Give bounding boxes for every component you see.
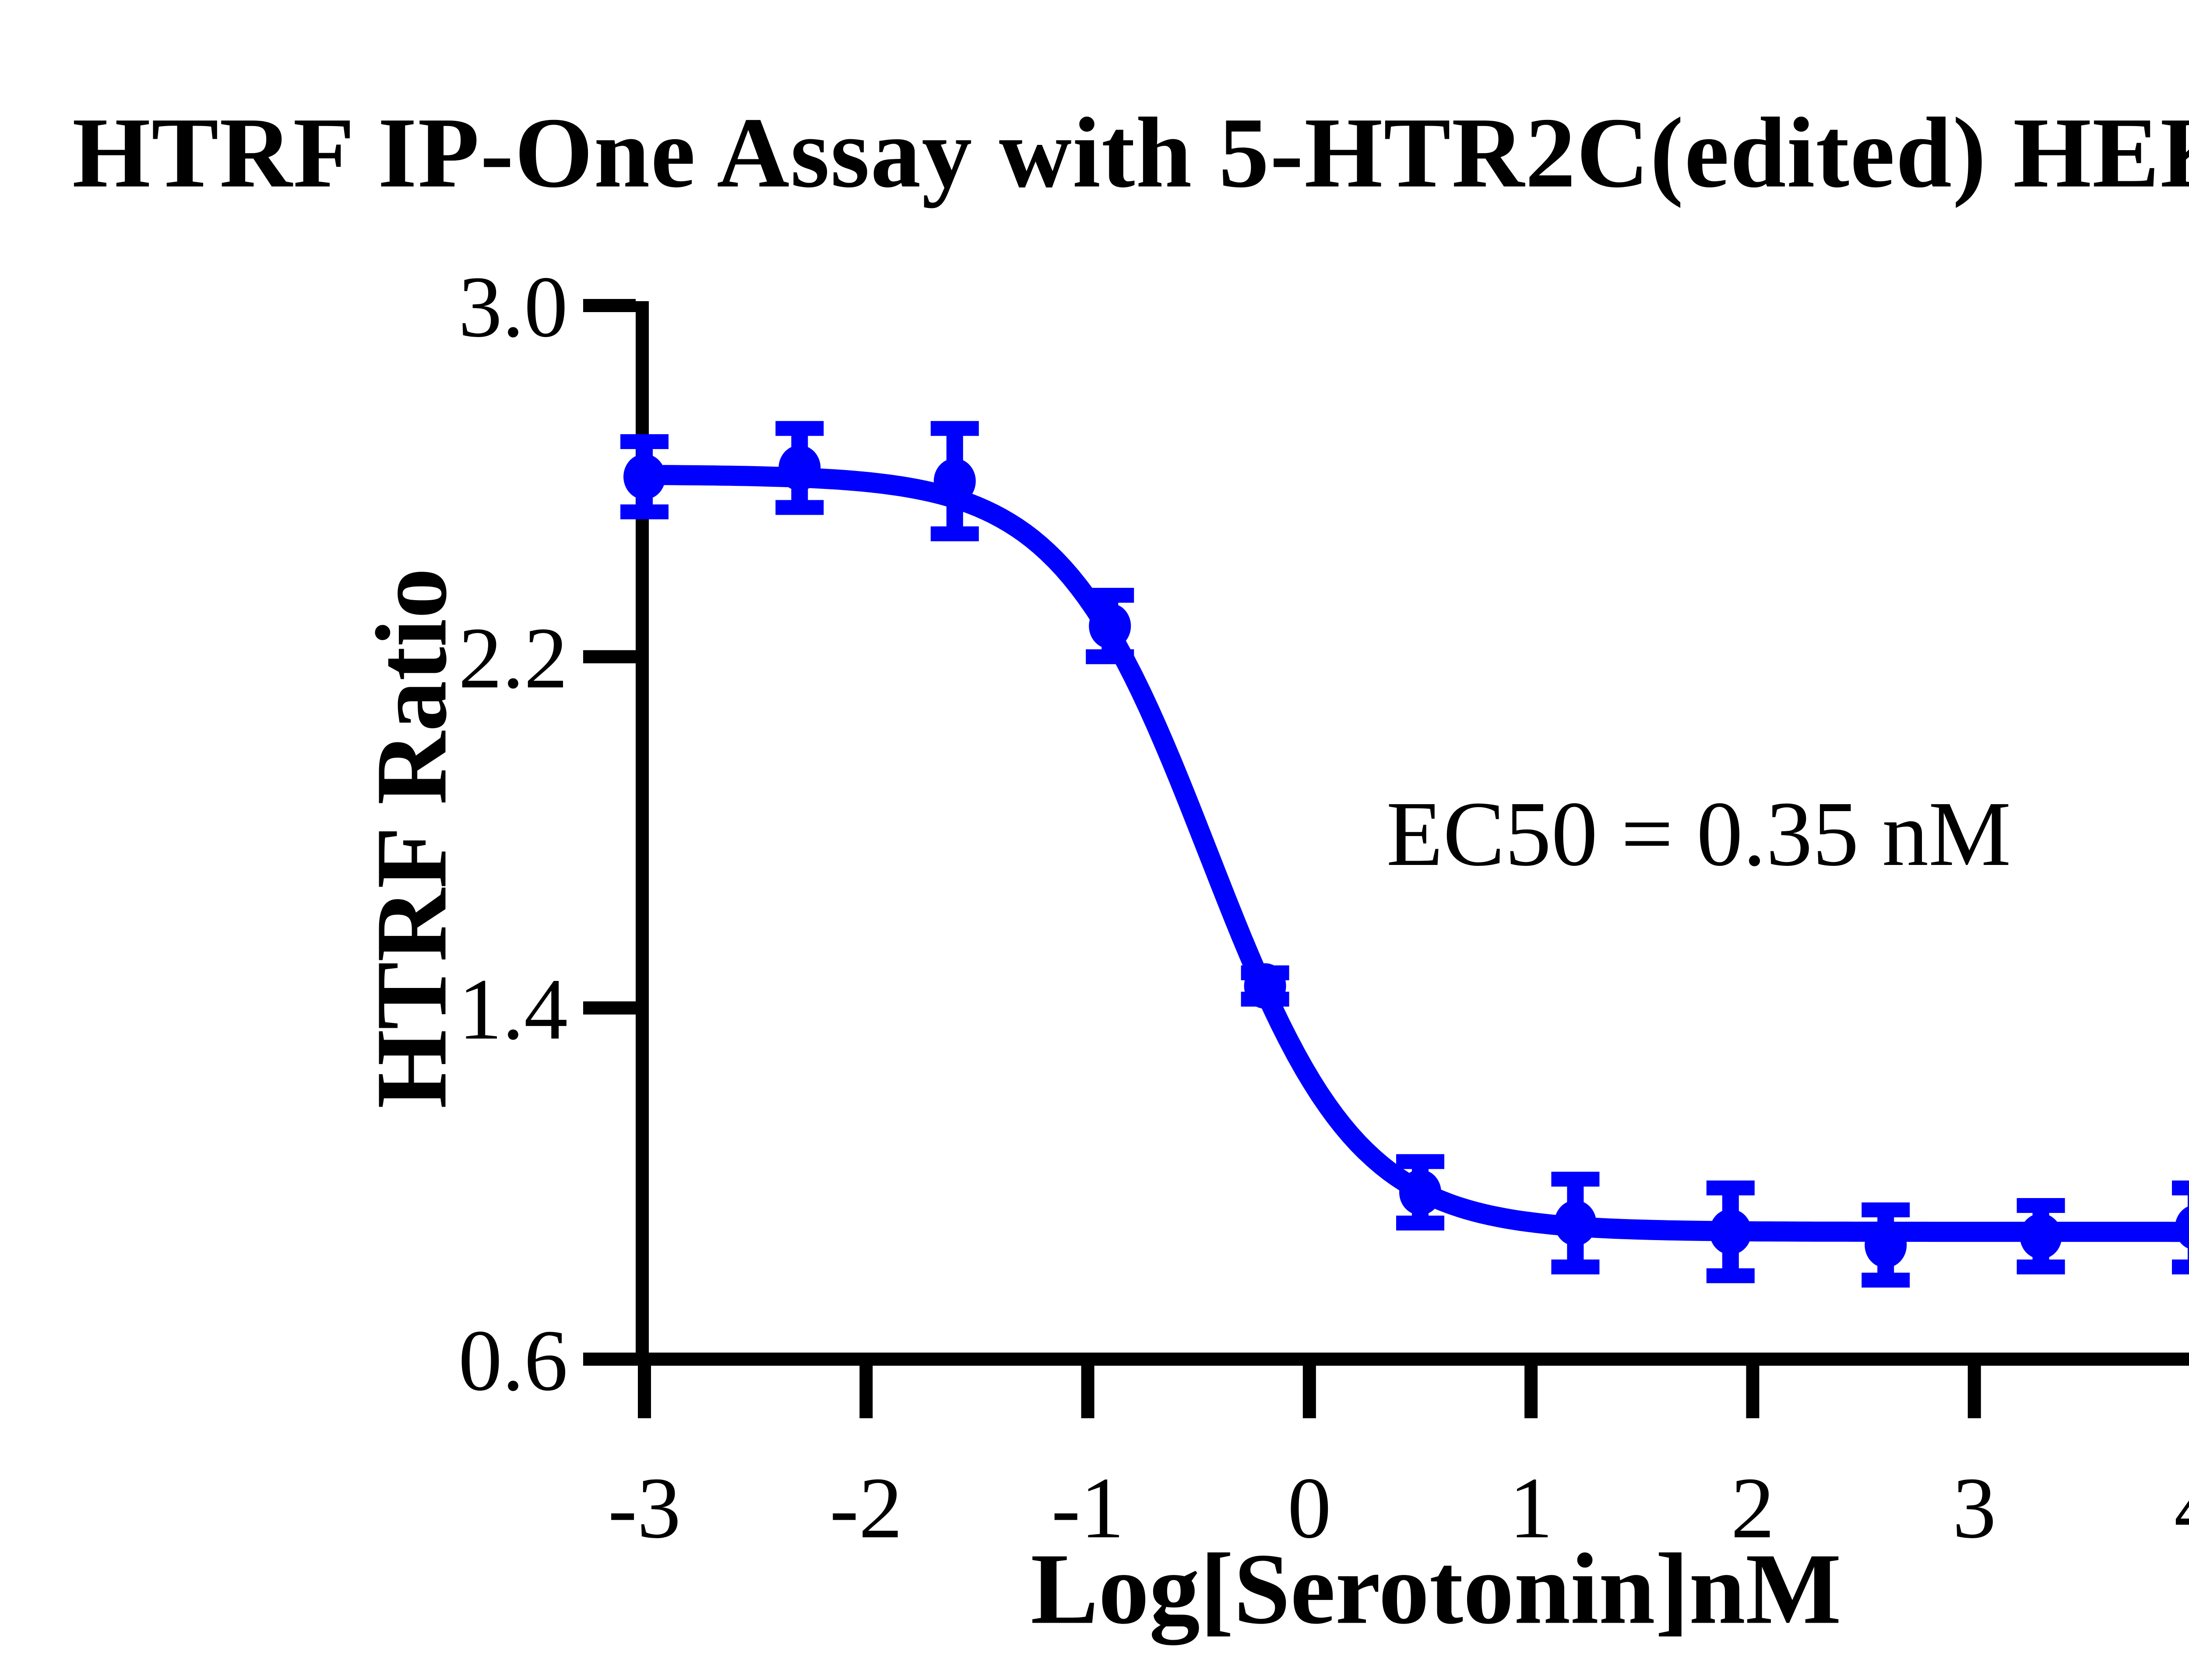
data-point bbox=[1244, 963, 1286, 1009]
data-point bbox=[1554, 1200, 1597, 1246]
x-tick-label: 1 bbox=[1509, 1460, 1553, 1557]
x-tick bbox=[1302, 1366, 1316, 1418]
error-bar-cap-bottom bbox=[620, 504, 669, 520]
error-bar-cap-bottom bbox=[1086, 649, 1134, 664]
data-point bbox=[778, 445, 821, 491]
x-tick-label: 2 bbox=[1731, 1460, 1774, 1557]
error-bar-cap-bottom bbox=[1706, 1268, 1755, 1283]
y-tick bbox=[583, 1353, 636, 1366]
error-bar-cap-bottom bbox=[930, 526, 979, 541]
x-tick bbox=[1746, 1366, 1760, 1418]
error-bar-cap-top bbox=[1706, 1180, 1755, 1195]
x-tick-label: 4 bbox=[2174, 1460, 2189, 1557]
chart-title: HTRF IP-One Assay with 5-HTR2C(edited) H… bbox=[72, 97, 2189, 208]
error-bar-cap-top bbox=[1086, 587, 1134, 603]
x-axis-title: Log[Serotonin]nM bbox=[1031, 1532, 1841, 1645]
data-point bbox=[1865, 1222, 1907, 1268]
x-tick-label: -1 bbox=[1051, 1460, 1124, 1557]
ec50-annotation: EC50 = 0.35 nM bbox=[1386, 782, 2011, 885]
error-bar-cap-bottom bbox=[1551, 1259, 1600, 1275]
error-bar-cap-top bbox=[2017, 1198, 2065, 1213]
x-tick-label: 3 bbox=[1953, 1460, 1996, 1557]
y-tick-label: 2.2 bbox=[458, 610, 568, 706]
data-point bbox=[2175, 1206, 2189, 1249]
data-point bbox=[2020, 1213, 2062, 1259]
error-bar-cap-top bbox=[1551, 1171, 1600, 1187]
x-tick bbox=[1967, 1366, 1981, 1418]
x-tick bbox=[1081, 1366, 1094, 1418]
x-tick-label: -3 bbox=[608, 1460, 681, 1557]
error-bar-cap-top bbox=[930, 421, 979, 436]
x-axis-line bbox=[636, 1353, 2189, 1366]
data-point bbox=[623, 454, 665, 500]
error-bar-cap-bottom bbox=[1396, 1216, 1444, 1231]
y-tick bbox=[583, 299, 636, 312]
error-bar-cap-top bbox=[1862, 1202, 1910, 1218]
y-tick bbox=[583, 1001, 636, 1015]
x-tick bbox=[1524, 1366, 1538, 1418]
error-bar-cap-top bbox=[775, 421, 824, 436]
y-tick bbox=[583, 650, 636, 664]
x-tick bbox=[859, 1366, 873, 1418]
x-tick-label: -2 bbox=[830, 1460, 903, 1557]
x-tick bbox=[638, 1366, 651, 1418]
error-bar-cap-bottom bbox=[2017, 1259, 2065, 1275]
error-bar-cap-bottom bbox=[775, 500, 824, 515]
y-tick-label: 0.6 bbox=[458, 1312, 568, 1409]
error-bar-cap-top bbox=[2172, 1180, 2189, 1195]
y-tick-label: 3.0 bbox=[458, 259, 568, 355]
data-point bbox=[1709, 1209, 1752, 1255]
error-bar-cap-bottom bbox=[2172, 1259, 2189, 1275]
fit-curve bbox=[634, 465, 2189, 1242]
x-tick-label: 0 bbox=[1288, 1460, 1331, 1557]
data-point bbox=[1399, 1169, 1441, 1215]
error-bar-cap-bottom bbox=[1862, 1272, 1910, 1288]
data-point bbox=[1089, 603, 1131, 649]
y-tick-label: 1.4 bbox=[458, 961, 568, 1058]
error-bar-cap-top bbox=[1396, 1154, 1444, 1169]
error-bar-cap-top bbox=[620, 434, 669, 449]
data-point bbox=[933, 458, 976, 504]
